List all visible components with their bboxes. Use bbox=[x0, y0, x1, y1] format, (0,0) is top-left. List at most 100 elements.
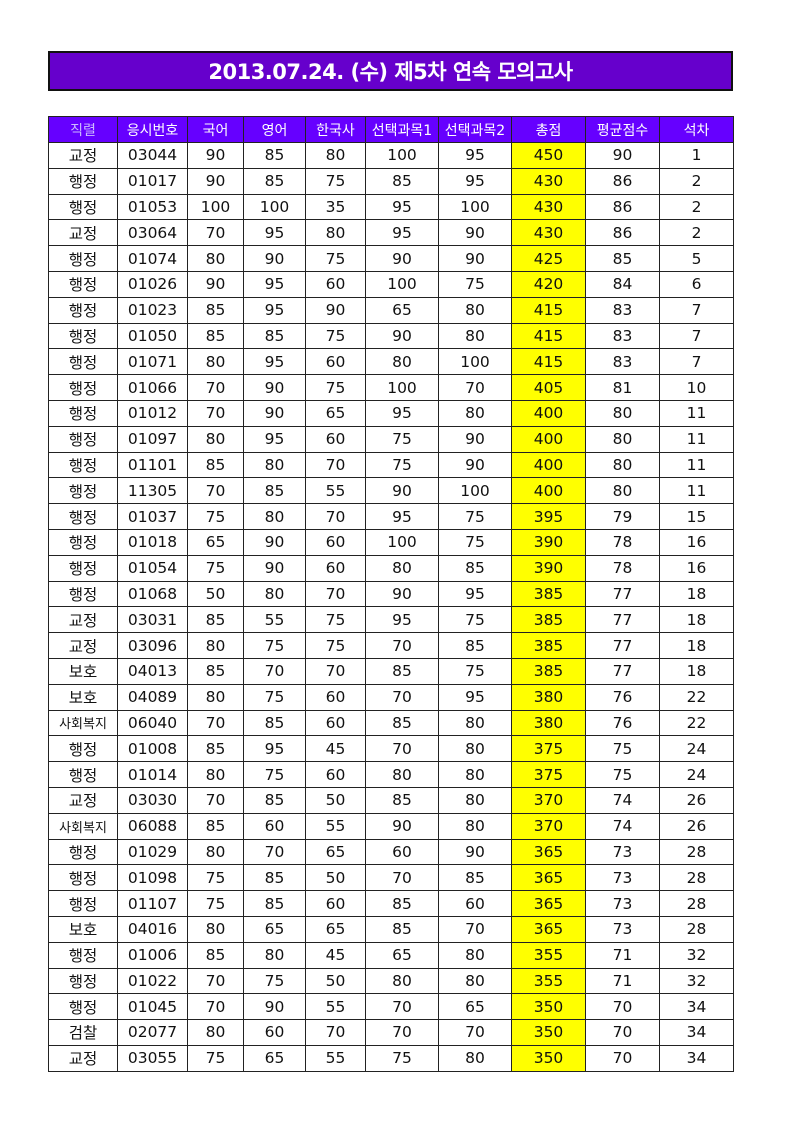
job-series-cell: 교정 bbox=[48, 606, 118, 634]
korean-cell: 80 bbox=[187, 761, 244, 788]
total-cell: 430 bbox=[511, 219, 586, 247]
job-series-cell: 행정 bbox=[48, 554, 118, 582]
total-cell: 415 bbox=[511, 348, 586, 376]
average-cell: 73 bbox=[585, 890, 660, 917]
english-cell: 90 bbox=[243, 399, 306, 427]
english-cell: 60 bbox=[243, 812, 306, 840]
korean-cell: 80 bbox=[187, 245, 244, 272]
elective-1-cell: 90 bbox=[365, 245, 439, 272]
job-series-cell: 행정 bbox=[48, 864, 118, 892]
average-cell: 73 bbox=[585, 864, 660, 892]
job-series-cell: 행정 bbox=[48, 374, 118, 401]
korean-cell: 80 bbox=[187, 1019, 244, 1046]
rank-cell: 2 bbox=[659, 193, 734, 221]
elective-2-cell: 85 bbox=[438, 632, 512, 659]
job-series-cell: 행정 bbox=[48, 451, 118, 479]
rank-cell: 18 bbox=[659, 657, 734, 685]
table-row: 검찰 02077 80 60 70 70 70 350 70 34 bbox=[48, 1019, 734, 1046]
average-cell: 78 bbox=[585, 528, 660, 556]
rank-cell: 28 bbox=[659, 864, 734, 892]
average-cell: 70 bbox=[585, 993, 660, 1021]
table-row: 교정 03044 90 85 80 100 95 450 90 1 bbox=[48, 142, 734, 169]
elective-1-cell: 100 bbox=[365, 142, 439, 169]
english-cell: 95 bbox=[243, 425, 306, 453]
table-row: 행정 01008 85 95 45 70 80 375 75 24 bbox=[48, 735, 734, 763]
total-cell: 400 bbox=[511, 451, 586, 479]
elective-2-cell: 90 bbox=[438, 219, 512, 247]
exam-number-cell: 01006 bbox=[117, 941, 188, 969]
elective-1-cell: 80 bbox=[365, 348, 439, 376]
page-title: 2013.07.24. (수) 제5차 연속 모의고사 bbox=[48, 51, 733, 91]
elective-1-cell: 85 bbox=[365, 890, 439, 917]
column-header-average: 평균점수 bbox=[585, 116, 660, 143]
korean-history-cell: 70 bbox=[305, 503, 366, 530]
table-row: 행정 01098 75 85 50 70 85 365 73 28 bbox=[48, 864, 734, 892]
table-row: 행정 01066 70 90 75 100 70 405 81 10 bbox=[48, 374, 734, 401]
total-cell: 350 bbox=[511, 1044, 586, 1072]
elective-2-cell: 80 bbox=[438, 296, 512, 324]
rank-cell: 16 bbox=[659, 528, 734, 556]
average-cell: 85 bbox=[585, 245, 660, 272]
total-cell: 450 bbox=[511, 142, 586, 169]
elective-2-cell: 100 bbox=[438, 348, 512, 376]
rank-cell: 11 bbox=[659, 451, 734, 479]
table-row: 보호 04013 85 70 70 85 75 385 77 18 bbox=[48, 657, 734, 685]
elective-1-cell: 95 bbox=[365, 503, 439, 530]
job-series-cell: 교정 bbox=[48, 632, 118, 659]
elective-1-cell: 65 bbox=[365, 941, 439, 969]
elective-1-cell: 60 bbox=[365, 838, 439, 866]
korean-history-cell: 75 bbox=[305, 632, 366, 659]
average-cell: 83 bbox=[585, 348, 660, 376]
korean-cell: 65 bbox=[187, 528, 244, 556]
average-cell: 78 bbox=[585, 554, 660, 582]
table-row: 행정 01101 85 80 70 75 90 400 80 11 bbox=[48, 451, 734, 479]
korean-cell: 85 bbox=[187, 941, 244, 969]
korean-cell: 90 bbox=[187, 142, 244, 169]
korean-cell: 70 bbox=[187, 374, 244, 401]
english-cell: 75 bbox=[243, 683, 306, 711]
elective-2-cell: 95 bbox=[438, 683, 512, 711]
table-row: 행정 01097 80 95 60 75 90 400 80 11 bbox=[48, 425, 734, 453]
english-cell: 90 bbox=[243, 374, 306, 401]
elective-1-cell: 70 bbox=[365, 993, 439, 1021]
average-cell: 77 bbox=[585, 657, 660, 685]
elective-2-cell: 80 bbox=[438, 812, 512, 840]
korean-cell: 70 bbox=[187, 399, 244, 427]
job-series-cell: 행정 bbox=[48, 838, 118, 866]
table-row: 행정 01054 75 90 60 80 85 390 78 16 bbox=[48, 554, 734, 582]
table-row: 교정 03031 85 55 75 95 75 385 77 18 bbox=[48, 606, 734, 634]
job-series-cell: 교정 bbox=[48, 1044, 118, 1072]
korean-history-cell: 75 bbox=[305, 167, 366, 195]
table-row: 행정 01068 50 80 70 90 95 385 77 18 bbox=[48, 580, 734, 608]
exam-number-cell: 03030 bbox=[117, 786, 188, 814]
column-header-korean: 국어 bbox=[187, 116, 244, 143]
elective-2-cell: 80 bbox=[438, 967, 512, 995]
total-cell: 400 bbox=[511, 477, 586, 505]
elective-1-cell: 85 bbox=[365, 167, 439, 195]
total-cell: 395 bbox=[511, 503, 586, 530]
rank-cell: 15 bbox=[659, 503, 734, 530]
rank-cell: 1 bbox=[659, 142, 734, 169]
korean-history-cell: 60 bbox=[305, 270, 366, 298]
korean-cell: 85 bbox=[187, 606, 244, 634]
elective-2-cell: 70 bbox=[438, 915, 512, 943]
english-cell: 80 bbox=[243, 580, 306, 608]
average-cell: 77 bbox=[585, 606, 660, 634]
table-row: 행정 11305 70 85 55 90 100 400 80 11 bbox=[48, 477, 734, 505]
job-series-cell: 사회복지 bbox=[48, 812, 118, 840]
rank-cell: 11 bbox=[659, 425, 734, 453]
exam-number-cell: 01068 bbox=[117, 580, 188, 608]
elective-1-cell: 75 bbox=[365, 425, 439, 453]
table-row: 행정 01023 85 95 90 65 80 415 83 7 bbox=[48, 296, 734, 324]
table-row: 행정 01014 80 75 60 80 80 375 75 24 bbox=[48, 761, 734, 788]
exam-number-cell: 01029 bbox=[117, 838, 188, 866]
rank-cell: 16 bbox=[659, 554, 734, 582]
elective-2-cell: 80 bbox=[438, 709, 512, 737]
exam-number-cell: 03064 bbox=[117, 219, 188, 247]
korean-cell: 80 bbox=[187, 683, 244, 711]
korean-cell: 70 bbox=[187, 477, 244, 505]
korean-cell: 85 bbox=[187, 322, 244, 350]
korean-history-cell: 90 bbox=[305, 296, 366, 324]
exam-number-cell: 01012 bbox=[117, 399, 188, 427]
elective-2-cell: 75 bbox=[438, 657, 512, 685]
